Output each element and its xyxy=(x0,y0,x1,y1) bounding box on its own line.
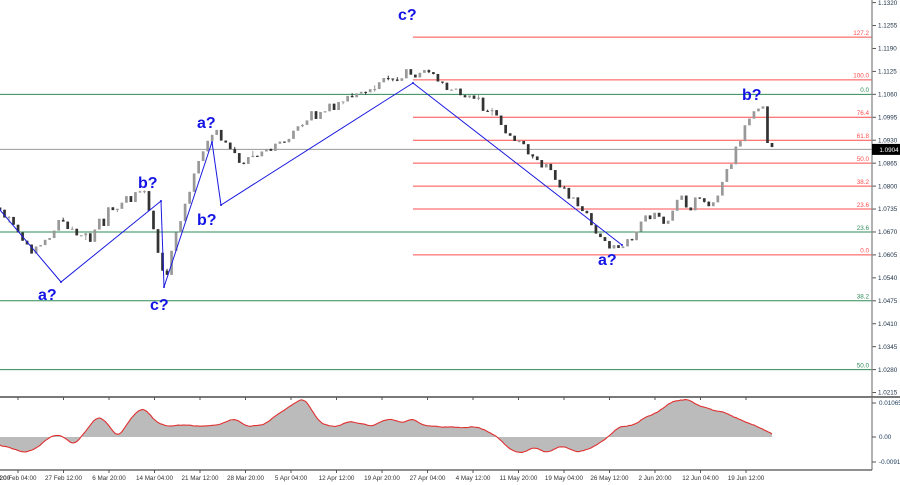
svg-text:0.0: 0.0 xyxy=(860,87,869,94)
svg-text:1.1255: 1.1255 xyxy=(878,23,898,30)
svg-text:27 Apr 04:00: 27 Apr 04:00 xyxy=(410,475,446,482)
svg-text:1.0800: 1.0800 xyxy=(878,183,898,190)
svg-text:1.1060: 1.1060 xyxy=(878,92,898,99)
svg-text:20 Feb 04:00: 20 Feb 04:00 xyxy=(0,475,37,482)
svg-text:1.0865: 1.0865 xyxy=(878,160,898,167)
svg-text:6 Mar 20:00: 6 Mar 20:00 xyxy=(92,475,126,482)
svg-text:1.1190: 1.1190 xyxy=(878,46,897,53)
svg-text:1.0475: 1.0475 xyxy=(878,298,898,305)
svg-text:5 Apr 04:00: 5 Apr 04:00 xyxy=(275,475,308,482)
svg-text:26 May 12:00: 26 May 12:00 xyxy=(590,475,629,482)
svg-text:1.0995: 1.0995 xyxy=(878,114,898,121)
svg-text:1.0930: 1.0930 xyxy=(878,137,898,144)
svg-text:0.00: 0.00 xyxy=(879,434,892,441)
svg-text:0.0: 0.0 xyxy=(860,248,869,255)
svg-text:12 Apr 12:00: 12 Apr 12:00 xyxy=(319,475,355,482)
svg-text:a?: a? xyxy=(38,287,57,304)
svg-text:12 Jun 04:00: 12 Jun 04:00 xyxy=(682,475,719,482)
svg-text:14 Mar 04:00: 14 Mar 04:00 xyxy=(136,475,174,482)
svg-text:a?: a? xyxy=(197,115,216,132)
svg-text:1.0215: 1.0215 xyxy=(878,390,898,397)
svg-text:23.6: 23.6 xyxy=(857,225,870,232)
svg-text:a?: a? xyxy=(598,252,617,269)
svg-text:0.01065: 0.01065 xyxy=(879,400,900,407)
svg-text:1.0735: 1.0735 xyxy=(878,206,898,213)
svg-text:1.1125: 1.1125 xyxy=(878,69,897,76)
svg-text:2 Jun 20:00: 2 Jun 20:00 xyxy=(639,475,672,482)
svg-text:1.0540: 1.0540 xyxy=(878,275,898,282)
svg-text:b?: b? xyxy=(742,87,762,104)
svg-text:38.2: 38.2 xyxy=(857,294,870,301)
svg-text:1.0410: 1.0410 xyxy=(878,321,898,328)
svg-text:c?: c? xyxy=(398,7,417,24)
svg-text:11 May 20:00: 11 May 20:00 xyxy=(500,475,538,482)
svg-text:61.8: 61.8 xyxy=(857,133,870,140)
svg-text:23.6: 23.6 xyxy=(857,202,870,209)
svg-text:1.0904: 1.0904 xyxy=(879,147,899,154)
svg-text:21 Mar 12:00: 21 Mar 12:00 xyxy=(181,475,219,482)
svg-text:28 Mar 20:00: 28 Mar 20:00 xyxy=(227,475,265,482)
svg-text:19 May 04:00: 19 May 04:00 xyxy=(545,475,584,482)
svg-text:1.1320: 1.1320 xyxy=(878,0,898,7)
svg-text:b?: b? xyxy=(197,212,217,229)
svg-text:50.0: 50.0 xyxy=(857,362,870,369)
svg-text:1.0670: 1.0670 xyxy=(878,229,898,236)
svg-text:38.2: 38.2 xyxy=(857,179,870,186)
svg-text:76.4: 76.4 xyxy=(857,110,870,117)
svg-text:4 May 12:00: 4 May 12:00 xyxy=(456,475,491,482)
svg-text:50.0: 50.0 xyxy=(857,156,870,163)
svg-text:1.0605: 1.0605 xyxy=(878,252,898,259)
svg-text:100.0: 100.0 xyxy=(853,73,869,80)
svg-text:27 Feb 12:00: 27 Feb 12:00 xyxy=(45,475,83,482)
svg-text:b?: b? xyxy=(138,175,158,192)
svg-text:c?: c? xyxy=(150,297,169,314)
svg-text:-0.00913: -0.00913 xyxy=(879,459,900,466)
svg-text:1.0280: 1.0280 xyxy=(878,367,898,374)
svg-text:19 Apr 20:00: 19 Apr 20:00 xyxy=(364,475,400,482)
svg-text:1.0345: 1.0345 xyxy=(878,344,898,351)
svg-text:19 Jun 12:00: 19 Jun 12:00 xyxy=(728,475,765,482)
svg-text:127.2: 127.2 xyxy=(853,30,869,37)
